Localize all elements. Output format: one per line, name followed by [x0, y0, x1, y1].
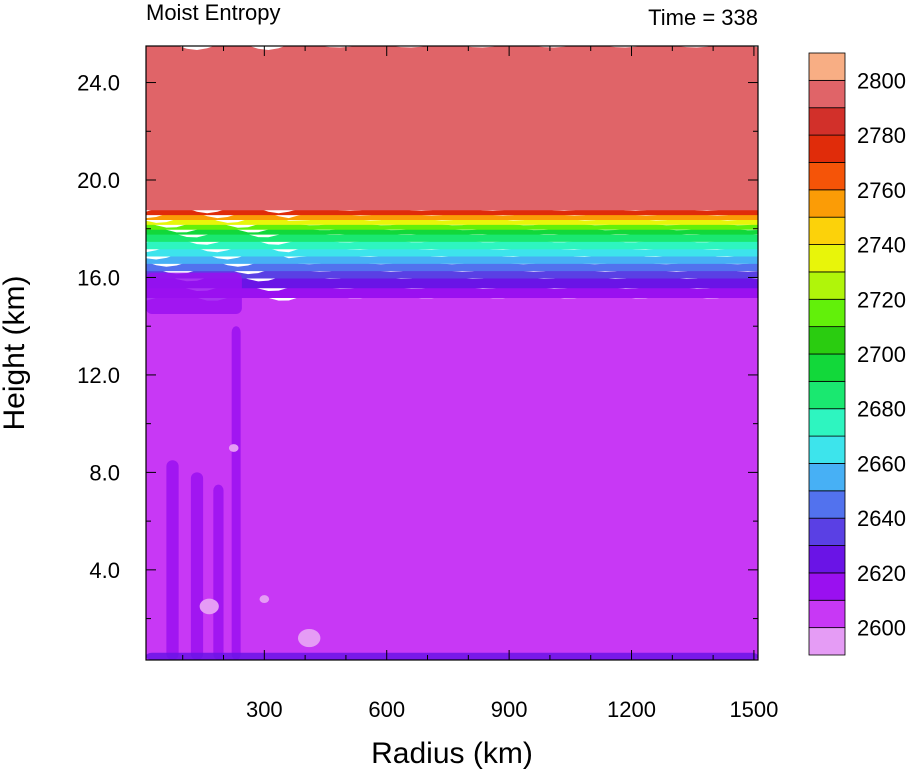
- colorbar-swatch: [808, 244, 846, 273]
- colorbar-label: 2740: [857, 233, 906, 258]
- colorbar-swatch: [808, 271, 846, 300]
- colorbar-swatch: [808, 298, 846, 328]
- colorbar-swatch: [808, 189, 846, 218]
- y-axis-label: Height (km): [0, 275, 31, 430]
- colorbar-swatch: [808, 380, 846, 410]
- x-tick-label: 1200: [607, 697, 656, 722]
- core-region: [146, 272, 242, 315]
- core-region: [166, 460, 179, 660]
- low-entropy-patch: [228, 444, 239, 452]
- colorbar-swatch: [808, 572, 846, 601]
- axes-ticks: 300 600 900 1200 1500 4.0 8.0 12.0 16.0 20.0 24.0: [77, 46, 778, 722]
- y-tick-label: 4.0: [89, 558, 120, 583]
- contour-band: [146, 306, 758, 644]
- core-region: [146, 652, 758, 660]
- colorbar-label: 2680: [857, 397, 906, 422]
- core-region: [190, 472, 204, 660]
- colorbar-swatch: [808, 52, 846, 81]
- x-tick-label: 300: [246, 697, 283, 722]
- core-region: [231, 326, 241, 660]
- colorbar-swatch: [808, 408, 846, 437]
- colorbar-swatch: [808, 353, 846, 382]
- low-entropy-patch: [298, 628, 321, 648]
- colorbar-label: 2660: [857, 451, 906, 476]
- contour-band: [146, 46, 758, 211]
- colorbar-swatch: [808, 326, 846, 355]
- colorbar-label: 2640: [857, 506, 906, 531]
- chart-title-right: Time = 338: [648, 5, 758, 30]
- low-entropy-patch: [199, 598, 219, 615]
- colorbar-swatch: [808, 517, 846, 546]
- colorbar-label: 2760: [857, 178, 906, 203]
- y-tick-label: 20.0: [77, 168, 120, 193]
- colorbar-swatch: [808, 107, 846, 136]
- colorbar-swatch: [808, 79, 846, 109]
- colorbar-label: 2700: [857, 342, 906, 367]
- contour-band: [146, 251, 758, 264]
- plot-frame: [145, 45, 759, 661]
- plot-area: [146, 46, 758, 660]
- colorbar-label: 2600: [857, 616, 906, 641]
- colorbar-swatch: [808, 216, 846, 245]
- low-entropy-patch: [259, 595, 270, 603]
- colorbar-swatch: [808, 134, 846, 163]
- contour-band: [146, 215, 758, 225]
- x-axis-label: Radius (km): [371, 737, 533, 770]
- colorbar-label: 2720: [857, 287, 906, 312]
- y-tick-label: 24.0: [77, 71, 120, 96]
- x-tick-label: 600: [368, 697, 405, 722]
- contour-band: [146, 210, 758, 220]
- colorbar-label: 2780: [857, 123, 906, 148]
- colorbar-swatch: [808, 463, 846, 492]
- colorbar-swatch: [808, 490, 846, 519]
- y-tick-label: 16.0: [77, 265, 120, 290]
- y-tick-label: 8.0: [89, 460, 120, 485]
- y-tick-label: 12.0: [77, 363, 120, 388]
- colorbar-swatch: [808, 599, 846, 629]
- contour-band: [146, 219, 758, 230]
- contour-band: [146, 266, 758, 279]
- contour-band: [146, 259, 758, 272]
- core-region: [213, 484, 224, 660]
- colorbar: 2600 2620 2640 2660 2680 2700 2720 2740 2760 2780…: [808, 52, 906, 656]
- x-tick-label: 1500: [729, 697, 778, 722]
- colorbar-swatch: [808, 435, 846, 464]
- colorbar-swatch: [808, 545, 846, 574]
- colorbar-label: 2800: [857, 68, 906, 93]
- colorbar-swatch: [808, 162, 846, 191]
- colorbar-label: 2620: [857, 561, 906, 586]
- x-tick-label: 900: [491, 697, 528, 722]
- colorbar-swatch: [808, 627, 846, 656]
- chart-title-left: Moist Entropy: [146, 0, 281, 25]
